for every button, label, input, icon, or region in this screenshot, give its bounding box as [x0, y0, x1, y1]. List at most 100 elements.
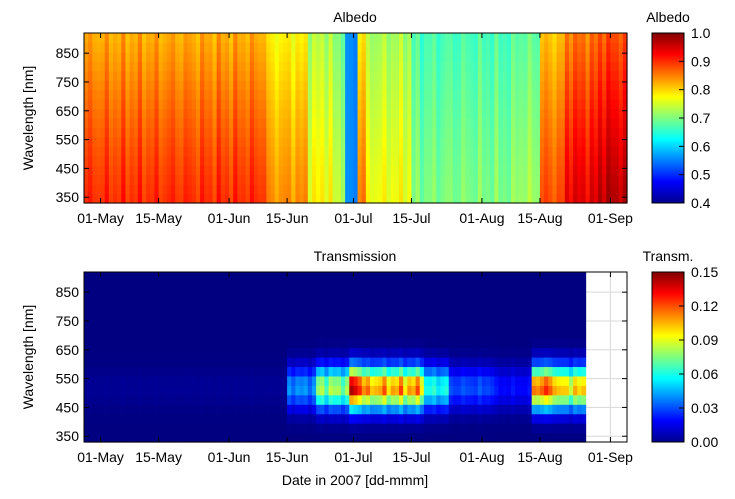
heatmap-cell: [581, 184, 587, 195]
heatmap-cell: [204, 385, 209, 396]
heatmap-cell: [142, 290, 147, 301]
heatmap-cell: [473, 99, 479, 110]
heatmap-cell: [378, 347, 384, 358]
heatmap-cell: [428, 290, 433, 301]
heatmap-cell: [208, 127, 214, 138]
heatmap-cell: [336, 385, 342, 396]
heatmap-cell: [307, 290, 313, 301]
heatmap-cell: [573, 193, 578, 204]
heatmap-cell: [614, 33, 620, 44]
heatmap-cell: [531, 366, 537, 377]
heatmap-cell: [585, 146, 591, 157]
heatmap-cell: [133, 423, 139, 434]
heatmap-cell: [606, 146, 612, 157]
heatmap-cell: [510, 385, 516, 396]
heatmap-cell: [461, 328, 466, 339]
heatmap-cell: [370, 51, 375, 62]
heatmap-cell: [117, 89, 122, 100]
heatmap-cell: [324, 272, 330, 283]
heatmap-cell: [399, 309, 404, 320]
heatmap-cell: [552, 61, 558, 72]
heatmap-cell: [229, 136, 234, 147]
heatmap-cell: [179, 51, 185, 62]
heatmap-cell: [229, 61, 234, 72]
heatmap-cell: [204, 174, 209, 185]
heatmap-cell: [220, 118, 226, 129]
heatmap-cell: [92, 61, 98, 72]
heatmap-cell: [461, 413, 466, 424]
heatmap-cell: [320, 338, 326, 349]
heatmap-cell: [382, 127, 388, 138]
heatmap-cell: [328, 357, 334, 368]
heatmap-cell: [311, 61, 317, 72]
heatmap-cell: [457, 290, 462, 301]
heatmap-cell: [328, 423, 334, 434]
heatmap-cell: [212, 338, 218, 349]
heatmap-cell: [490, 404, 495, 415]
heatmap-cell: [179, 385, 185, 396]
heatmap-cell: [320, 290, 326, 301]
heatmap-cell: [237, 127, 243, 138]
heatmap-cell: [506, 347, 512, 358]
heatmap-cell: [560, 61, 566, 72]
heatmap-cell: [295, 423, 301, 434]
x-tick-label: 15-Jul: [392, 210, 430, 226]
heatmap-cell: [394, 413, 400, 424]
heatmap-cell: [303, 80, 309, 91]
heatmap-cell: [117, 338, 122, 349]
heatmap-cell: [278, 108, 284, 119]
heatmap-cell: [506, 193, 512, 204]
heatmap-cell: [166, 290, 172, 301]
heatmap-cell: [162, 184, 168, 195]
heatmap-cell: [531, 404, 537, 415]
heatmap-cell: [481, 118, 487, 129]
heatmap-cell: [523, 61, 529, 72]
heatmap-cell: [515, 174, 520, 185]
heatmap-cell: [212, 357, 218, 368]
heatmap-cell: [299, 281, 305, 292]
heatmap-cell: [282, 127, 288, 138]
heatmap-cell: [274, 89, 280, 100]
heatmap-cell: [162, 413, 168, 424]
heatmap-cell: [349, 174, 355, 185]
heatmap-cell: [606, 155, 612, 166]
heatmap-cell: [117, 404, 122, 415]
heatmap-cell: [311, 155, 317, 166]
heatmap-cell: [378, 423, 384, 434]
heatmap-cell: [399, 272, 404, 283]
heatmap-cell: [519, 309, 524, 320]
heatmap-cell: [581, 290, 587, 301]
heatmap-cell: [394, 281, 400, 292]
heatmap-cell: [204, 118, 209, 129]
heatmap-cell: [274, 394, 280, 405]
heatmap-cell: [411, 366, 417, 377]
heatmap-cell: [345, 347, 350, 358]
heatmap-cell: [96, 309, 102, 320]
heatmap-cell: [357, 80, 363, 91]
heatmap-cell: [461, 404, 466, 415]
heatmap-cell: [336, 432, 342, 443]
heatmap-cell: [108, 184, 114, 195]
heatmap-cell: [299, 413, 305, 424]
heatmap-cell: [506, 366, 512, 377]
heatmap-cell: [473, 272, 479, 283]
heatmap-cell: [113, 272, 118, 283]
heatmap-cell: [208, 108, 214, 119]
heatmap-cell: [208, 432, 214, 443]
heatmap-cell: [370, 146, 375, 157]
heatmap-cell: [220, 357, 226, 368]
heatmap-cell: [378, 70, 384, 81]
heatmap-cell: [113, 394, 118, 405]
heatmap-cell: [291, 281, 296, 292]
heatmap-cell: [423, 70, 429, 81]
heatmap-cell: [245, 70, 251, 81]
heatmap-cell: [224, 423, 230, 434]
heatmap-cell: [548, 193, 553, 204]
heatmap-cell: [249, 165, 255, 176]
heatmap-cell: [465, 136, 471, 147]
heatmap-cell: [249, 404, 255, 415]
heatmap-cell: [602, 51, 607, 62]
heatmap-cell: [121, 193, 127, 204]
heatmap-cell: [121, 319, 127, 330]
heatmap-cell: [602, 127, 607, 138]
